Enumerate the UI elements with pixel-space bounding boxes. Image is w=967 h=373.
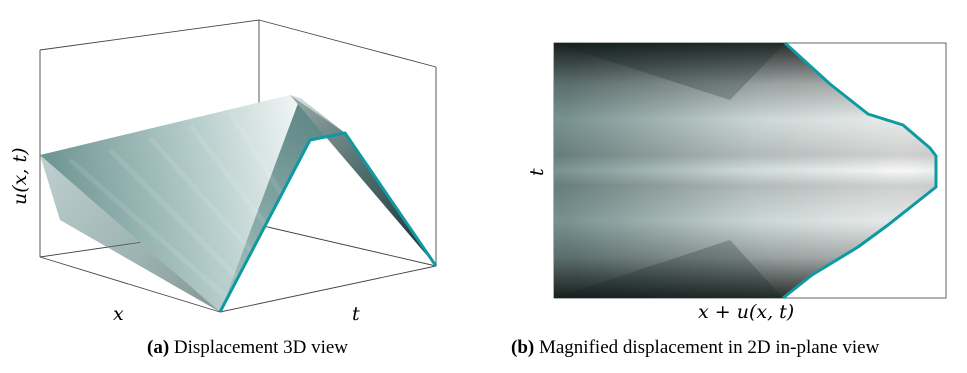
panel-b-2d-plot: t x + u(x, t) xyxy=(526,41,947,323)
surface-boundary-edge-b xyxy=(782,41,938,300)
caption-a: (a) Displacement 3D view xyxy=(147,337,348,359)
t-axis-label-a: t xyxy=(352,303,360,325)
surface-boundary-edge-a xyxy=(218,131,438,313)
t-axis-label-b: t xyxy=(526,168,548,176)
caption-a-tag: (a) xyxy=(147,337,170,358)
caption-b-tag: (b) xyxy=(511,337,535,358)
x-axis-label-a: x xyxy=(113,303,124,325)
x-plus-u-axis-label-b: x + u(x, t) xyxy=(698,301,794,323)
panel-a-3d-plot: x t u(x, t) xyxy=(9,19,438,325)
caption-b: (b) Magnified displacement in 2D in-plan… xyxy=(511,337,879,359)
displacement-field xyxy=(554,43,936,298)
caption-b-text: Magnified displacement in 2D in-plane vi… xyxy=(538,337,880,358)
u-axis-label-a: u(x, t) xyxy=(9,148,31,206)
caption-a-text: Displacement 3D view xyxy=(173,337,349,358)
